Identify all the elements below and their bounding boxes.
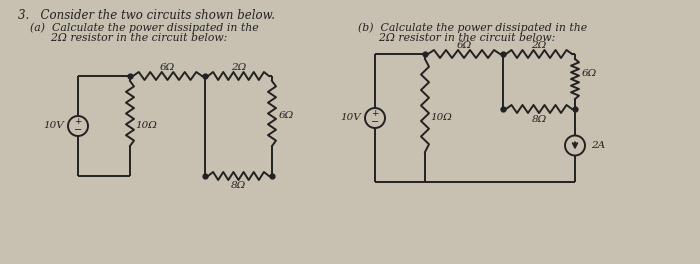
Text: 2Ω resistor in the circuit below:: 2Ω resistor in the circuit below: bbox=[30, 33, 228, 43]
Text: 6Ω: 6Ω bbox=[456, 40, 472, 50]
Text: (b)  Calculate the power dissipated in the: (b) Calculate the power dissipated in th… bbox=[358, 22, 587, 32]
Text: 2Ω resistor in the circuit below:: 2Ω resistor in the circuit below: bbox=[358, 33, 555, 43]
Text: (a)  Calculate the power dissipated in the: (a) Calculate the power dissipated in th… bbox=[30, 22, 258, 32]
Text: 10V: 10V bbox=[340, 114, 361, 122]
Text: 2Ω: 2Ω bbox=[531, 40, 547, 50]
Text: −: − bbox=[74, 125, 82, 135]
Text: 10Ω: 10Ω bbox=[430, 114, 452, 122]
Text: 6Ω: 6Ω bbox=[279, 111, 293, 120]
Text: +: + bbox=[74, 117, 82, 126]
Text: 8Ω: 8Ω bbox=[531, 115, 547, 124]
Text: −: − bbox=[371, 117, 379, 128]
Text: 2Ω: 2Ω bbox=[231, 63, 246, 72]
Text: +: + bbox=[371, 109, 379, 118]
Text: 6Ω: 6Ω bbox=[160, 63, 175, 72]
Text: 10Ω: 10Ω bbox=[135, 121, 157, 130]
Text: 8Ω: 8Ω bbox=[231, 182, 246, 191]
Text: 2A: 2A bbox=[591, 141, 605, 150]
Text: 10V: 10V bbox=[43, 121, 64, 130]
Text: 3.   Consider the two circuits shown below.: 3. Consider the two circuits shown below… bbox=[18, 9, 275, 22]
Text: 6Ω: 6Ω bbox=[582, 69, 596, 78]
